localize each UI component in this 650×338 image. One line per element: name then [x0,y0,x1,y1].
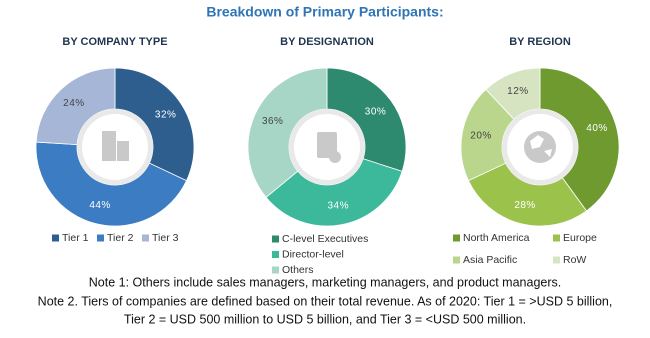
data-label: 34% [327,201,349,212]
legend-swatch [272,235,279,243]
icon-part [530,135,552,157]
legend-label: Asia Pacific [463,254,517,266]
icon-part [102,131,116,161]
center-icon [524,131,556,163]
chart-subtitle: BY DESIGNATION [280,36,374,48]
data-label: 24% [63,98,85,109]
data-label: 20% [470,130,492,141]
pie-slice [247,67,328,198]
legend-swatch [272,266,279,274]
icon-part [117,141,129,161]
chart-subtitle: BY COMPANY TYPE [62,36,167,48]
legend-swatch [553,256,560,264]
legend-label: RoW [563,254,586,266]
page-title: Breakdown of Primary Participants: [206,4,443,20]
legend-swatch [52,234,59,242]
legend-swatch [453,256,460,264]
legend-swatch [142,234,149,242]
legend-label: Europe [563,232,597,244]
center-icon [102,131,129,161]
icon-part [317,132,337,158]
icon-part [329,151,341,163]
note: Note 2. Tiers of companies are defined b… [38,294,613,308]
legend-label: Tier 3 [152,232,179,244]
legend-label: Director-level [282,248,344,260]
data-label: 30% [365,106,387,117]
data-label: 32% [155,109,177,120]
legend-swatch [97,234,104,242]
data-label: 12% [507,86,529,97]
data-label: 36% [262,116,284,127]
legend-swatch [272,251,279,258]
center-icon [317,132,341,163]
data-label: 40% [586,123,608,134]
legend-swatch [453,234,460,242]
data-label: 28% [514,200,536,211]
note: Tier 2 = USD 500 million to USD 5 billio… [124,312,526,326]
legend-label: Tier 2 [107,232,134,244]
note: Note 1: Others include sales managers, m… [89,275,561,289]
legend-swatch [553,234,560,242]
legend-label: Tier 1 [62,232,89,244]
chart-subtitle: BY REGION [509,36,571,48]
legend-label: North America [463,232,530,244]
data-label: 44% [89,200,111,211]
legend-label: Others [282,264,314,276]
legend-label: C-level Executives [282,233,368,245]
